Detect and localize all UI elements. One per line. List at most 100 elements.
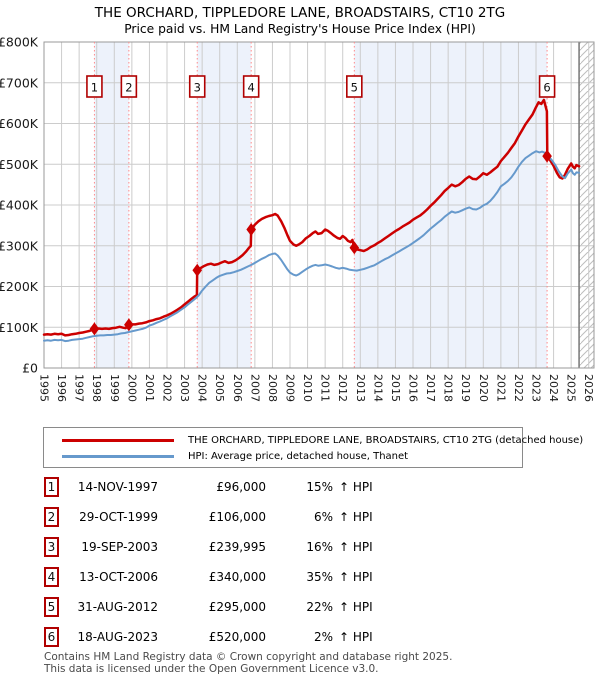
sales-table: 1 14-NOV-1997 £96,000 15% ↑ HPI 2 29-OCT-1999 £… <box>44 472 389 652</box>
chart-title: THE ORCHARD, TIPPLEDORE LANE, BROADSTAIR… <box>94 5 505 21</box>
sale-number-label: 6 <box>543 81 550 95</box>
legend-label: THE ORCHARD, TIPPLEDORE LANE, BROADSTAIR… <box>188 434 584 446</box>
x-axis-label: 2001 <box>143 374 156 402</box>
x-axis-label: 1995 <box>38 374 51 402</box>
sale-point-marker <box>349 241 360 255</box>
sale-number-box <box>242 75 260 98</box>
x-axis-label: 1997 <box>73 374 86 402</box>
sale-date: 14-NOV-1997 <box>77 480 158 494</box>
sale-hpi-percent: 22% <box>306 600 333 614</box>
legend-line-sample <box>62 454 174 458</box>
x-axis-label: 2018 <box>442 374 455 402</box>
sale-hpi-percent: 15% <box>306 480 333 494</box>
x-axis-label: 2026 <box>582 374 595 402</box>
y-axis-label: £100K <box>0 320 39 335</box>
sale-point-marker <box>542 149 552 163</box>
y-axis-label: £800K <box>0 35 39 50</box>
y-axis-label: £500K <box>0 157 39 172</box>
sale-date: 29-OCT-1999 <box>79 510 158 524</box>
sale-row: 5 31-AUG-2012 £295,000 22% ↑ HPI <box>44 592 389 622</box>
x-axis-label: 2005 <box>213 374 226 402</box>
y-axis-label: £600K <box>0 116 39 131</box>
sale-number-box: 4 <box>44 567 59 587</box>
y-axis-label: £200K <box>0 279 39 294</box>
property-price-line <box>42 98 581 337</box>
sale-price: £96,000 <box>216 480 266 494</box>
sale-row: 1 14-NOV-1997 £96,000 15% ↑ HPI <box>44 472 389 502</box>
footer-licence: This data is licensed under the Open Gov… <box>44 663 379 675</box>
x-axis-label: 2009 <box>284 374 297 402</box>
sale-price: £340,000 <box>208 570 266 584</box>
sale-hpi-direction: ↑ HPI <box>339 570 373 584</box>
sale-number-label: 5 <box>351 81 358 95</box>
sale-point-marker <box>89 322 100 336</box>
sale-number-box: 3 <box>44 537 59 557</box>
sale-hpi-direction: ↑ HPI <box>339 630 373 644</box>
x-axis-label: 2024 <box>547 374 560 402</box>
sale-number-box <box>538 75 556 98</box>
x-axis-label: 2006 <box>231 374 244 402</box>
sale-number-label: 2 <box>125 81 132 95</box>
y-axis-label: £400K <box>0 198 39 213</box>
y-axis-label: £0 <box>22 361 38 376</box>
x-axis-label: 2003 <box>178 374 191 402</box>
chart-subtitle: Price paid vs. HM Land Registry's House … <box>124 22 476 36</box>
x-axis-label: 2020 <box>477 374 490 402</box>
sale-hpi-direction: ↑ HPI <box>339 540 373 554</box>
sale-number-box <box>188 75 206 98</box>
plot-area: 1 2 3 4 5 6 £0 £100K £200K £300K £400K £500K £600K £7… <box>0 35 595 403</box>
x-axis-label: 2010 <box>301 374 314 402</box>
footer: Contains HM Land Registry data © Crown c… <box>44 651 452 675</box>
price-chart: THE ORCHARD, TIPPLEDORE LANE, BROADSTAIR… <box>0 5 595 403</box>
x-axis-label: 2022 <box>512 374 525 402</box>
hpi-line <box>43 150 581 343</box>
sale-point-marker <box>124 318 134 332</box>
x-axis-label: 2013 <box>354 374 367 402</box>
x-axis-label: 2023 <box>530 374 543 402</box>
x-axis-label: 2011 <box>319 374 332 402</box>
x-axis-label: 1998 <box>90 374 103 402</box>
sale-price: £520,000 <box>208 630 266 644</box>
y-axis-label: £700K <box>0 75 39 90</box>
sale-number-box: 5 <box>44 597 59 617</box>
sale-hpi-direction: ↑ HPI <box>339 600 373 614</box>
sale-date: 18-AUG-2023 <box>77 630 159 644</box>
legend-item: THE ORCHARD, TIPPLEDORE LANE, BROADSTAIR… <box>50 432 583 448</box>
sale-hpi-percent: 2% <box>313 630 333 644</box>
x-axis-label: 2000 <box>125 374 138 402</box>
sale-number-box: 6 <box>44 627 59 647</box>
x-axis-label: 2007 <box>248 374 261 402</box>
sale-number-box: 1 <box>44 477 59 497</box>
x-axis-label: 2015 <box>389 374 402 402</box>
sale-price: £239,995 <box>208 540 266 554</box>
sale-point-marker <box>192 263 203 277</box>
sale-number-box <box>86 75 103 98</box>
x-axis-label: 2002 <box>161 374 174 402</box>
chart-legend: THE ORCHARD, TIPPLEDORE LANE, BROADSTAIR… <box>43 427 583 468</box>
legend-item: HPI: Average price, detached house, Than… <box>50 448 516 464</box>
x-axis-label: 2019 <box>459 374 472 402</box>
sale-number-box <box>120 75 138 98</box>
sale-number-label: 3 <box>194 81 201 95</box>
sale-date: 19-SEP-2003 <box>81 540 158 554</box>
x-axis-label: 1999 <box>108 374 121 402</box>
sale-hpi-percent: 6% <box>313 510 333 524</box>
x-axis-label: 2016 <box>407 374 420 402</box>
x-axis-label: 2017 <box>424 374 437 402</box>
sale-row: 3 19-SEP-2003 £239,995 16% ↑ HPI <box>44 532 389 562</box>
sale-hpi-percent: 35% <box>306 570 333 584</box>
sale-number-box: 2 <box>44 507 59 527</box>
sale-date: 13-OCT-2006 <box>79 570 158 584</box>
x-axis-label: 2021 <box>494 374 507 402</box>
legend-line-sample <box>62 438 174 442</box>
sale-hpi-direction: ↑ HPI <box>339 480 373 494</box>
x-axis-label: 2025 <box>565 374 578 402</box>
sale-number-label: 4 <box>248 81 255 95</box>
footer-copyright: Contains HM Land Registry data © Crown c… <box>44 651 453 663</box>
x-axis-label: 1996 <box>55 374 68 402</box>
sale-hpi-direction: ↑ HPI <box>339 510 373 524</box>
sale-date: 31-AUG-2012 <box>77 600 159 614</box>
sale-row: 4 13-OCT-2006 £340,000 35% ↑ HPI <box>44 562 389 592</box>
x-axis-label: 2004 <box>196 374 209 402</box>
